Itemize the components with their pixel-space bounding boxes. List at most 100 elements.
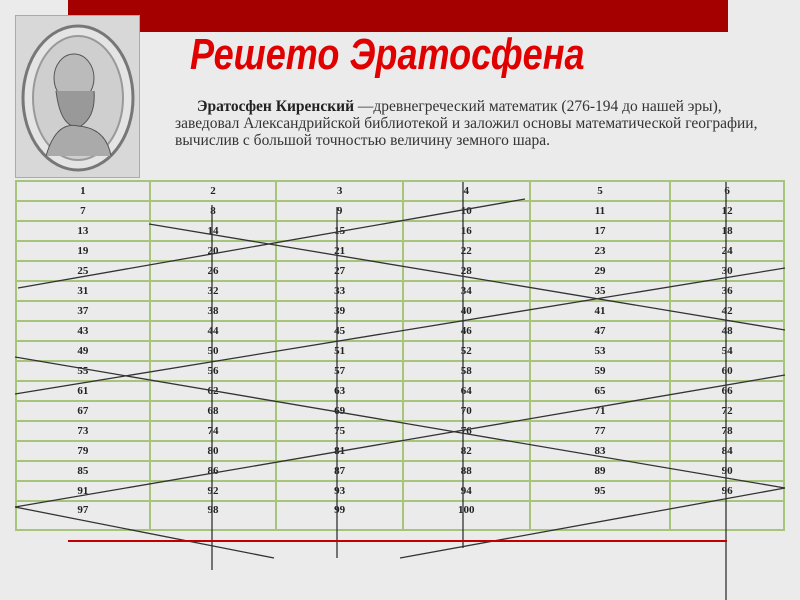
sieve-cell: 55 xyxy=(15,360,151,382)
sieve-cell: 9 xyxy=(275,200,404,222)
sieve-cell: 22 xyxy=(401,240,531,262)
sieve-row: 31 32 33 34 35 36 xyxy=(15,280,785,302)
sieve-cell: 94 xyxy=(401,480,531,502)
sieve-cell: 84 xyxy=(669,440,785,462)
strike-line xyxy=(14,374,786,508)
sieve-cell: 98 xyxy=(148,500,278,531)
sieve-cell: 85 xyxy=(15,460,151,482)
sieve-cell: 4 xyxy=(401,180,531,202)
sieve-cell: 83 xyxy=(528,440,672,462)
sieve-cell: 43 xyxy=(15,320,151,342)
sieve-cell: 47 xyxy=(528,320,672,342)
sieve-cell: 89 xyxy=(528,460,672,482)
description-name: Эратосфен Киренский xyxy=(197,98,354,115)
sieve-cell: 5 xyxy=(528,180,672,202)
header-bar xyxy=(68,0,728,32)
sieve-cell: 23 xyxy=(528,240,672,262)
sieve-cell: 11 xyxy=(528,200,672,222)
sieve-cell: 75 xyxy=(275,420,404,442)
sieve-cell: 16 xyxy=(401,220,531,242)
sieve-cell: 38 xyxy=(148,300,278,322)
strike-line xyxy=(14,506,275,559)
sieve-cell: 3 xyxy=(275,180,404,202)
sieve-cell: 53 xyxy=(528,340,672,362)
sieve-cell: 37 xyxy=(15,300,151,322)
sieve-cell: 87 xyxy=(275,460,404,482)
sieve-cell: 69 xyxy=(275,400,404,422)
sieve-cell: 52 xyxy=(401,340,531,362)
sieve-cell: 60 xyxy=(669,360,785,382)
sieve-cell: 74 xyxy=(148,420,278,442)
sieve-cell: 36 xyxy=(669,280,785,302)
sieve-row: 37 38 39 40 41 42 xyxy=(15,300,785,322)
sieve-cell: 90 xyxy=(669,460,785,482)
portrait-image xyxy=(15,15,140,178)
sieve-cell: 26 xyxy=(148,260,278,282)
sieve-cell: 100 xyxy=(401,500,531,531)
sieve-cell: 80 xyxy=(148,440,278,462)
sieve-cell: 20 xyxy=(148,240,278,262)
strike-line xyxy=(14,267,786,395)
sieve-cell: 39 xyxy=(275,300,404,322)
sieve-cell: 97 xyxy=(15,500,151,531)
sieve-cell: 54 xyxy=(669,340,785,362)
description: Эратосфен Киренский —древнегреческий мат… xyxy=(175,98,785,149)
sieve-cell: 14 xyxy=(148,220,278,242)
sieve-cell: 1 xyxy=(15,180,151,202)
sieve-cell: 71 xyxy=(528,400,672,422)
sieve-cell: 19 xyxy=(15,240,151,262)
sieve-cell: 65 xyxy=(528,380,672,402)
sieve-cell: 76 xyxy=(401,420,531,442)
sieve-row: 67 68 69 70 71 72 xyxy=(15,400,785,422)
sieve-cell: 45 xyxy=(275,320,404,342)
sieve-cell: 8 xyxy=(148,200,278,222)
sieve-cell: 78 xyxy=(669,420,785,442)
sieve-row: 13 14 15 16 17 18 xyxy=(15,220,785,242)
sieve-cell: 58 xyxy=(401,360,531,382)
sieve-cell: 31 xyxy=(15,280,151,302)
sieve-cell: 68 xyxy=(148,400,278,422)
sieve-cell: 70 xyxy=(401,400,531,422)
strike-line xyxy=(148,223,786,331)
sieve-cell: 64 xyxy=(401,380,531,402)
sieve-cell: 30 xyxy=(669,260,785,282)
sieve-cell: 27 xyxy=(275,260,404,282)
sieve-cell: 59 xyxy=(528,360,672,382)
sieve-cell: 72 xyxy=(669,400,785,422)
slide-title: Решето Эратосфена xyxy=(190,30,585,79)
sieve-row: 97 98 99 100 xyxy=(15,500,785,531)
description-text: —древнегреческий математик (276-194 до н… xyxy=(175,98,758,149)
sieve-cell xyxy=(528,500,672,531)
sieve-cell: 21 xyxy=(275,240,404,262)
sieve-cell: 86 xyxy=(148,460,278,482)
sieve-cell: 33 xyxy=(275,280,404,302)
sieve-cell: 29 xyxy=(528,260,672,282)
sieve-cell: 73 xyxy=(15,420,151,442)
sieve-cell: 99 xyxy=(275,500,404,531)
sieve-cell: 77 xyxy=(528,420,672,442)
sieve-cell: 2 xyxy=(148,180,278,202)
sieve-row: 7 8 9 10 11 12 xyxy=(15,200,785,222)
sieve-row: 19 20 21 22 23 24 xyxy=(15,240,785,262)
sieve-cell: 13 xyxy=(15,220,151,242)
sieve-cell: 17 xyxy=(528,220,672,242)
sieve-cell: 92 xyxy=(148,480,278,502)
sieve-cell: 88 xyxy=(401,460,531,482)
strike-line xyxy=(399,487,786,559)
sieve-cell: 44 xyxy=(148,320,278,342)
sieve-cell: 32 xyxy=(148,280,278,302)
sieve-cell: 6 xyxy=(669,180,785,202)
sieve-cell: 79 xyxy=(15,440,151,462)
sieve-cell: 35 xyxy=(528,280,672,302)
sieve-cell: 91 xyxy=(15,480,151,502)
sieve-cell: 49 xyxy=(15,340,151,362)
sieve-cell: 12 xyxy=(669,200,785,222)
sieve-cell: 95 xyxy=(528,480,672,502)
strike-line xyxy=(17,198,526,289)
sieve-cell: 34 xyxy=(401,280,531,302)
sieve-cell: 96 xyxy=(669,480,785,502)
sieve-row: 85 86 87 88 89 90 xyxy=(15,460,785,482)
sieve-cell: 82 xyxy=(401,440,531,462)
